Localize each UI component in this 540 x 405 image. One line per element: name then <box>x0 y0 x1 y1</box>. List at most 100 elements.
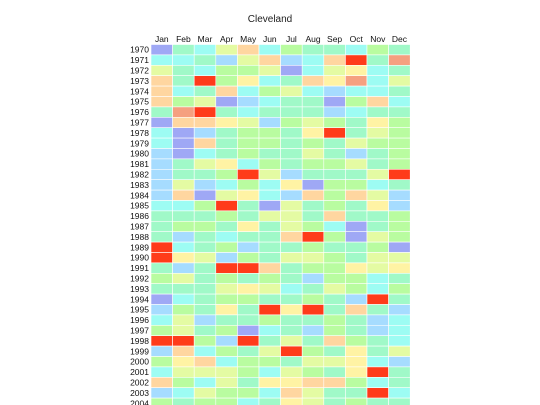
heatmap-cell-1972-feb <box>172 65 195 77</box>
heatmap-cell-1998-jul <box>280 335 303 347</box>
heatmap-cell-1974-jun <box>258 85 281 97</box>
heatmap-cell-1983-jun <box>258 179 281 191</box>
heatmap-cell-1973-oct <box>345 75 368 87</box>
heatmap-cell-1991-oct <box>345 262 368 274</box>
heatmap-cell-1973-dec <box>388 75 411 87</box>
row-label-1982: 1982 <box>130 170 149 180</box>
heatmap-cell-1999-sep <box>323 345 346 357</box>
heatmap-cell-1976-nov <box>366 106 389 118</box>
heatmap-cell-2002-sep <box>323 376 346 388</box>
heatmap-cell-1972-nov <box>366 65 389 77</box>
heatmap-cell-1977-nov <box>366 117 389 129</box>
heatmap-cell-1983-jan <box>150 179 173 191</box>
heatmap-cell-2002-aug <box>301 376 325 388</box>
heatmap-cell-1989-aug <box>301 241 325 253</box>
heatmap-cell-2001-jun <box>258 366 281 378</box>
heatmap-cell-1979-oct <box>345 137 368 149</box>
heatmap-cell-1992-may <box>237 272 260 284</box>
heatmap-cell-1992-nov <box>366 272 389 284</box>
heatmap-cell-1996-sep <box>323 314 346 326</box>
heatmap-cell-1970-jun <box>258 44 281 56</box>
heatmap-cell-1988-dec <box>388 231 411 243</box>
heatmap-cell-1978-jun <box>258 127 281 139</box>
heatmap-cell-1991-jul <box>280 262 303 274</box>
heatmap-cell-1974-aug <box>301 85 325 97</box>
heatmap-cell-1982-dec <box>388 169 411 181</box>
heatmap-cell-1978-nov <box>366 127 389 139</box>
row-label-1974: 1974 <box>130 86 149 96</box>
heatmap-cell-1993-apr <box>215 283 238 295</box>
row-label-1992: 1992 <box>130 274 149 284</box>
heatmap-cell-2003-mar <box>193 387 217 399</box>
heatmap-cell-1973-jul <box>280 75 303 87</box>
heatmap-cell-1993-dec <box>388 283 411 295</box>
column-label-jul: Jul <box>286 34 297 44</box>
heatmap-cell-1975-feb <box>172 96 195 108</box>
heatmap-cell-1992-sep <box>323 272 346 284</box>
heatmap-cell-1979-sep <box>323 137 346 149</box>
row-label-1972: 1972 <box>130 66 149 76</box>
heatmap-cell-1995-may <box>237 304 260 316</box>
heatmap-cell-1976-jun <box>258 106 281 118</box>
row-label-1997: 1997 <box>130 326 149 336</box>
heatmap-cell-1981-jan <box>150 158 173 170</box>
heatmap-cell-1987-oct <box>345 221 368 233</box>
heatmap-cell-2004-jun <box>258 397 281 405</box>
heatmap-cell-1978-mar <box>193 127 217 139</box>
heatmap-cell-1983-nov <box>366 179 389 191</box>
heatmap-cell-1998-feb <box>172 335 195 347</box>
row-label-1981: 1981 <box>130 159 149 169</box>
heatmap-cell-1992-apr <box>215 272 238 284</box>
heatmap-cell-2000-sep <box>323 356 346 368</box>
heatmap-cell-1990-jun <box>258 252 281 264</box>
heatmap-cell-1999-aug <box>301 345 325 357</box>
heatmap-cell-1998-jun <box>258 335 281 347</box>
row-label-1977: 1977 <box>130 118 149 128</box>
row-label-1976: 1976 <box>130 107 149 117</box>
heatmap-cell-1992-mar <box>193 272 217 284</box>
heatmap-cell-1999-may <box>237 345 260 357</box>
heatmap-cell-1980-sep <box>323 148 346 160</box>
heatmap-cell-1974-may <box>237 85 260 97</box>
heatmap-cell-1978-sep <box>323 127 346 139</box>
heatmap-cell-2001-nov <box>366 366 389 378</box>
heatmap-cell-1998-dec <box>388 335 411 347</box>
heatmap-cell-1975-nov <box>366 96 389 108</box>
heatmap-cell-2000-oct <box>345 356 368 368</box>
heatmap-cell-1994-nov <box>366 293 389 305</box>
heatmap-cell-1971-jun <box>258 54 281 66</box>
heatmap-cell-1994-may <box>237 293 260 305</box>
heatmap-cell-1972-jul <box>280 65 303 77</box>
heatmap-cell-2002-apr <box>215 376 238 388</box>
heatmap-cell-1992-oct <box>345 272 368 284</box>
heatmap-cell-1996-feb <box>172 314 195 326</box>
row-label-1987: 1987 <box>130 222 149 232</box>
heatmap-cell-1991-mar <box>193 262 217 274</box>
heatmap-cell-1984-apr <box>215 189 238 201</box>
row-label-1980: 1980 <box>130 149 149 159</box>
heatmap-cell-2003-feb <box>172 387 195 399</box>
heatmap-cell-1993-jun <box>258 283 281 295</box>
heatmap-cell-1977-jun <box>258 117 281 129</box>
row-label-1996: 1996 <box>130 315 149 325</box>
heatmap-cell-1980-mar <box>193 148 217 160</box>
heatmap-cell-1979-nov <box>366 137 389 149</box>
row-label-1999: 1999 <box>130 346 149 356</box>
heatmap-cell-1981-dec <box>388 158 411 170</box>
heatmap-cell-2004-mar <box>193 397 217 405</box>
heatmap-cell-1971-dec <box>388 54 411 66</box>
heatmap-cell-1989-may <box>237 241 260 253</box>
heatmap-cell-1978-oct <box>345 127 368 139</box>
heatmap-cell-1996-mar <box>193 314 217 326</box>
heatmap-cell-1983-jul <box>280 179 303 191</box>
heatmap-cell-1977-feb <box>172 117 195 129</box>
heatmap-cell-1971-aug <box>301 54 325 66</box>
heatmap-cell-1978-jul <box>280 127 303 139</box>
heatmap-cell-1976-feb <box>172 106 195 118</box>
row-label-1978: 1978 <box>130 128 149 138</box>
heatmap-cell-1989-sep <box>323 241 346 253</box>
heatmap-cell-2003-sep <box>323 387 346 399</box>
heatmap-cell-1986-dec <box>388 210 411 222</box>
heatmap-cell-1997-dec <box>388 324 411 336</box>
heatmap-cell-1981-may <box>237 158 260 170</box>
